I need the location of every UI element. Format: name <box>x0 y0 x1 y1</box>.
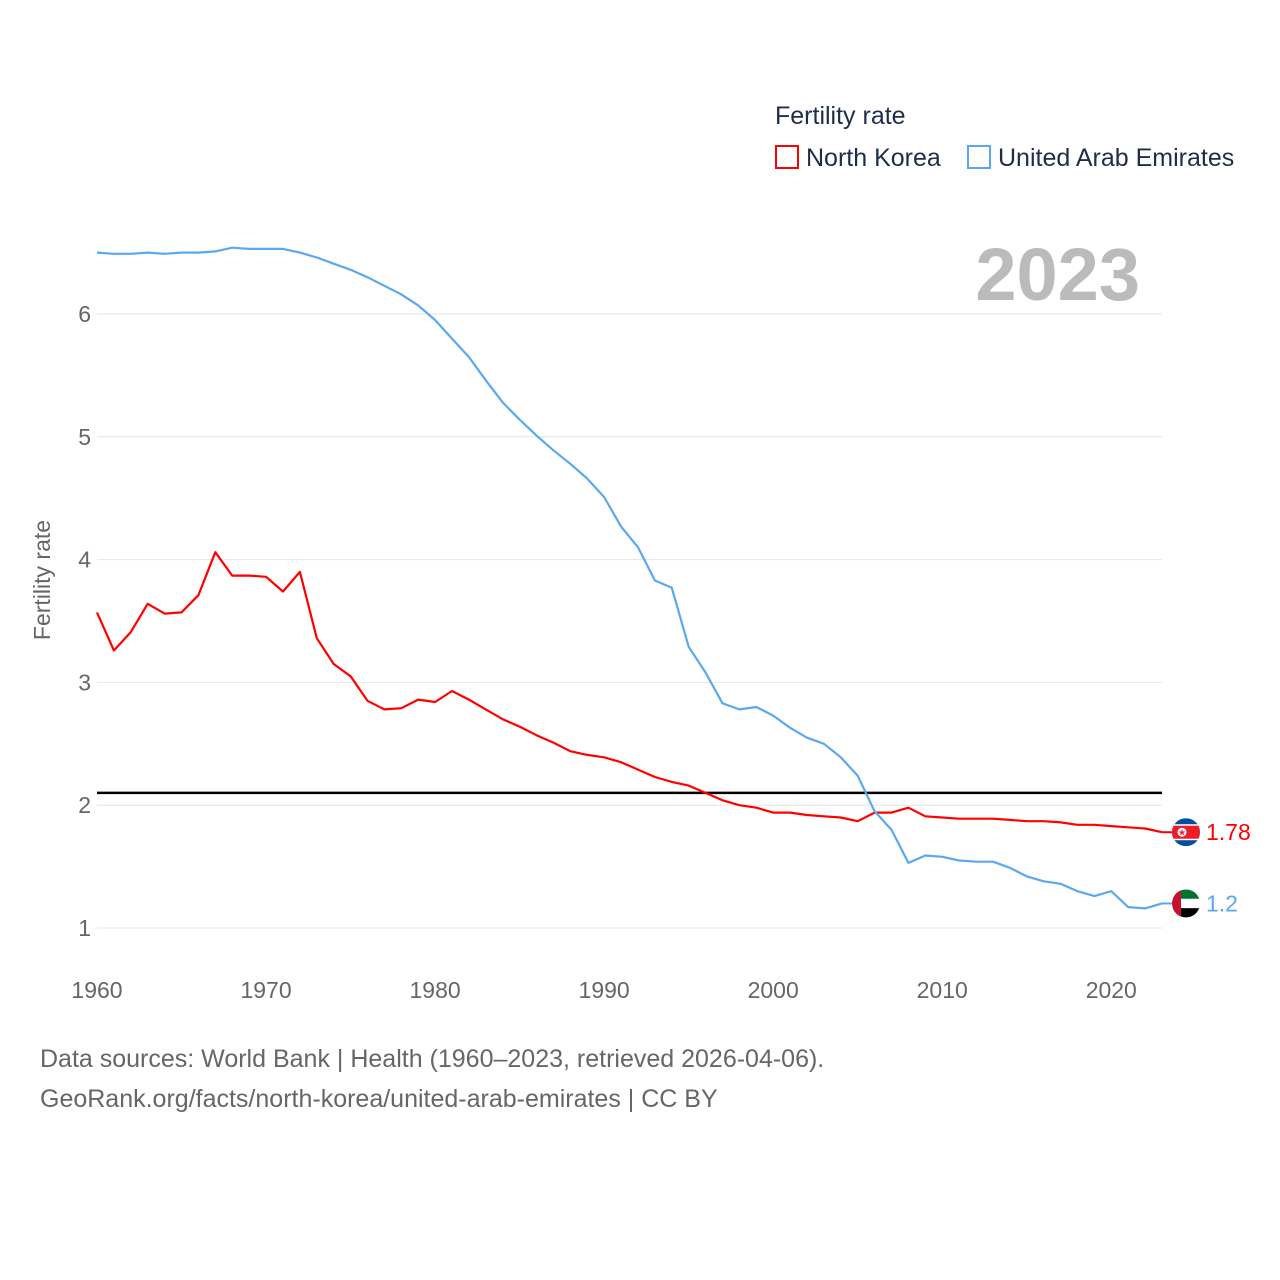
svg-text:★: ★ <box>1178 828 1186 838</box>
footer-attribution: GeoRank.org/facts/north-korea/united-ara… <box>40 1085 718 1113</box>
legend-title: Fertility rate <box>775 102 906 130</box>
legend-label-uae: United Arab Emirates <box>998 144 1234 172</box>
legend-item-north-korea[interactable]: North Korea <box>775 144 941 172</box>
y-tick-label: 3 <box>78 669 91 695</box>
legend-swatch-north-korea <box>775 145 799 169</box>
x-tick-label: 2010 <box>917 977 968 1003</box>
x-tick-label: 2000 <box>748 977 799 1003</box>
y-tick-label: 5 <box>78 424 91 450</box>
y-tick-label: 1 <box>78 915 91 941</box>
y-tick-label: 6 <box>78 301 91 327</box>
x-tick-label: 1990 <box>579 977 630 1003</box>
x-tick-label: 1960 <box>71 977 122 1003</box>
year-label: 2023 <box>975 233 1140 316</box>
x-tick-label: 1980 <box>410 977 461 1003</box>
series-line-uae <box>96 246 1163 910</box>
legend-label-north-korea: North Korea <box>806 144 941 172</box>
y-tick-label: 4 <box>78 547 91 573</box>
end-value-label-uae: 1.2 <box>1206 890 1238 916</box>
series-line-north-korea <box>95 551 1163 834</box>
x-tick-label: 1970 <box>240 977 291 1003</box>
uae-flag-icon <box>1172 889 1200 918</box>
x-tick-label: 2020 <box>1086 977 1137 1003</box>
legend-item-uae[interactable]: United Arab Emirates <box>967 144 1234 172</box>
y-axis-label: Fertility rate <box>29 520 55 640</box>
end-value-label-north-korea: 1.78 <box>1206 819 1251 845</box>
y-tick-label: 2 <box>78 792 91 818</box>
legend-swatch-uae <box>967 145 991 169</box>
north-korea-flag-icon: ★ <box>1172 818 1200 847</box>
footer-sources: Data sources: World Bank | Health (1960–… <box>40 1045 825 1073</box>
